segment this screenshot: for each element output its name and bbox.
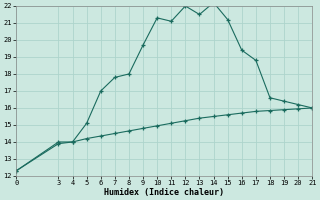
X-axis label: Humidex (Indice chaleur): Humidex (Indice chaleur) (104, 188, 224, 197)
